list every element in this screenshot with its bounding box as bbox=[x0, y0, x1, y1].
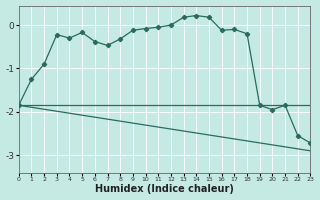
X-axis label: Humidex (Indice chaleur): Humidex (Indice chaleur) bbox=[95, 184, 234, 194]
